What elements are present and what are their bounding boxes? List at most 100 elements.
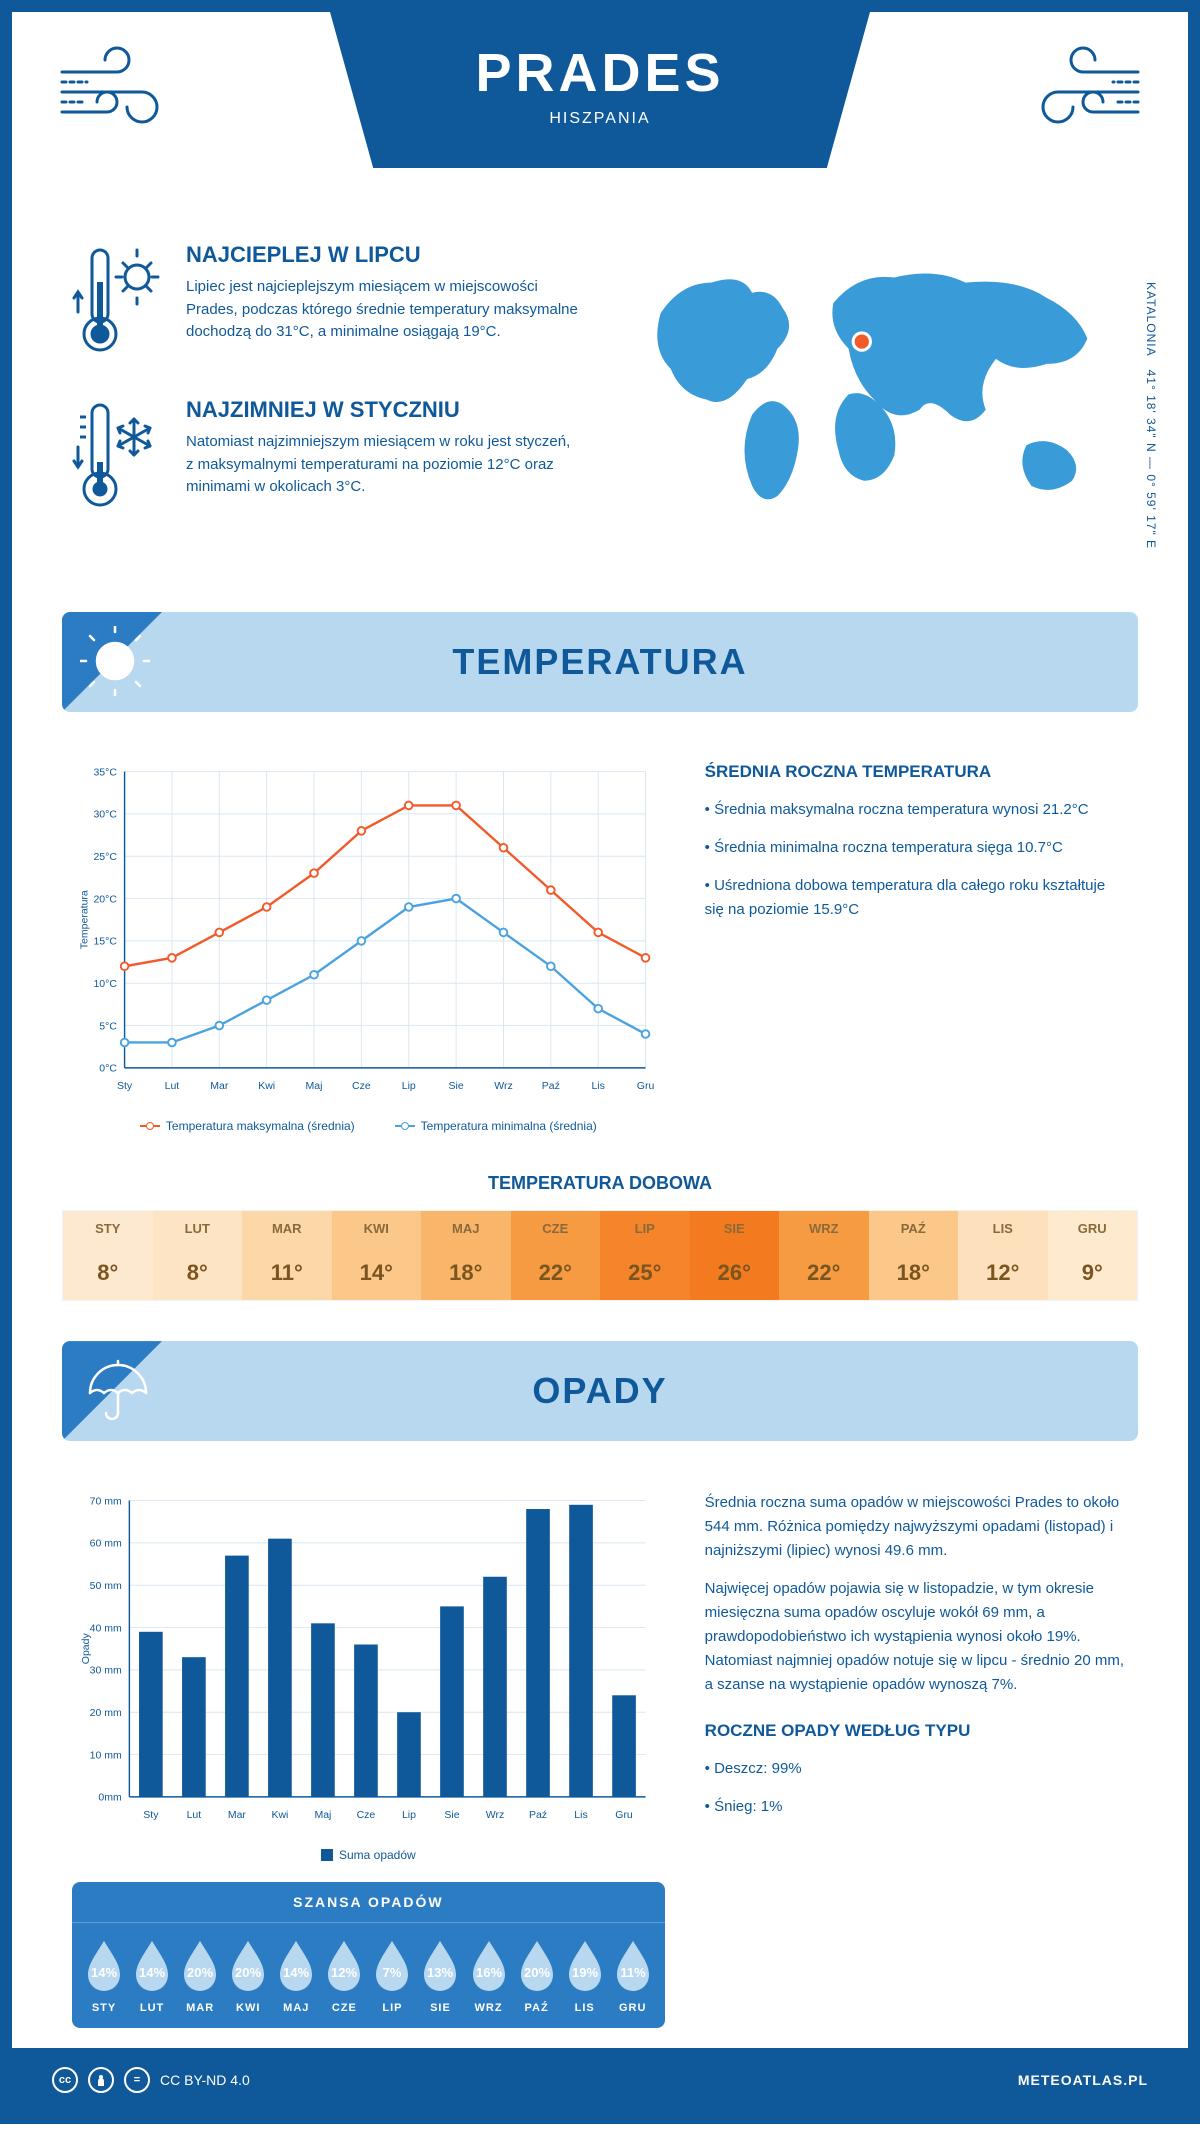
svg-text:25°C: 25°C <box>93 851 117 863</box>
avg-bullet: Średnia maksymalna roczna temperatura wy… <box>705 798 1128 822</box>
precip-paragraph: Najwięcej opadów pojawia się w listopadz… <box>705 1577 1128 1697</box>
chance-drop: 20%KWI <box>224 1937 272 2014</box>
svg-text:Wrz: Wrz <box>486 1809 504 1821</box>
svg-text:Lip: Lip <box>402 1080 416 1092</box>
avg-bullet: Uśredniona dobowa temperatura dla całego… <box>705 874 1128 922</box>
svg-text:Lip: Lip <box>402 1809 416 1821</box>
svg-text:Opady: Opady <box>80 1633 92 1665</box>
chance-drop: 14%MAJ <box>272 1937 320 2014</box>
facts-column: NAJCIEPLEJ W LIPCU Lipiec jest najcieple… <box>72 242 580 552</box>
svg-text:20 mm: 20 mm <box>90 1707 122 1719</box>
fact-hot-text: Lipiec jest najcieplejszym miesiącem w m… <box>186 276 580 344</box>
chance-drop: 20%MAR <box>176 1937 224 2014</box>
svg-text:20%: 20% <box>235 1965 261 1980</box>
svg-text:0°C: 0°C <box>99 1063 117 1075</box>
chance-drop: 14%STY <box>80 1937 128 2014</box>
thermometer-sun-icon <box>72 242 162 367</box>
page-subtitle: HISZPANIA <box>330 110 870 128</box>
temperature-body: 0°C5°C10°C15°C20°C25°C30°C35°CStyLutMarK… <box>12 732 1188 1153</box>
svg-text:Lis: Lis <box>574 1809 587 1821</box>
by-icon <box>88 2067 114 2093</box>
chance-drops: 14%STY14%LUT20%MAR20%KWI14%MAJ12%CZE7%LI… <box>72 1923 665 2014</box>
svg-text:11%: 11% <box>620 1965 646 1980</box>
svg-text:Temperatura: Temperatura <box>78 890 90 949</box>
svg-text:Mar: Mar <box>210 1080 229 1092</box>
temp-cell: PAŹ18° <box>869 1211 959 1300</box>
temp-cell: GRU9° <box>1048 1211 1138 1300</box>
intro-section: NAJCIEPLEJ W LIPCU Lipiec jest najcieple… <box>12 222 1188 592</box>
svg-text:14%: 14% <box>283 1965 309 1980</box>
header: PRADES HISZPANIA <box>12 12 1188 222</box>
svg-text:Kwi: Kwi <box>271 1809 288 1821</box>
nd-icon: = <box>124 2067 150 2093</box>
temp-cell: STY8° <box>63 1211 153 1300</box>
world-map <box>620 242 1128 531</box>
temperature-text: ŚREDNIA ROCZNA TEMPERATURA Średnia maksy… <box>705 762 1128 1133</box>
svg-text:Cze: Cze <box>352 1080 371 1092</box>
svg-text:Lis: Lis <box>591 1080 604 1092</box>
svg-text:10°C: 10°C <box>93 978 117 990</box>
fact-cold: NAJZIMNIEJ W STYCZNIU Natomiast najzimni… <box>72 397 580 522</box>
svg-text:Sie: Sie <box>449 1080 464 1092</box>
svg-text:Lut: Lut <box>165 1080 180 1092</box>
fact-hot: NAJCIEPLEJ W LIPCU Lipiec jest najcieple… <box>72 242 580 367</box>
temp-cell: CZE22° <box>511 1211 601 1300</box>
svg-text:Gru: Gru <box>615 1809 633 1821</box>
precipitation-title: OPADY <box>532 1370 667 1412</box>
daily-temp-table: STY8°LUT8°MAR11°KWI14°MAJ18°CZE22°LIP25°… <box>62 1210 1138 1301</box>
avg-bullet: Średnia minimalna roczna temperatura się… <box>705 836 1128 860</box>
svg-text:20%: 20% <box>524 1965 550 1980</box>
svg-text:70 mm: 70 mm <box>90 1496 122 1508</box>
license-block: cc = CC BY-ND 4.0 <box>52 2067 250 2093</box>
page-title: PRADES <box>330 42 870 104</box>
svg-text:Sie: Sie <box>444 1809 459 1821</box>
chance-drop: 20%PAŹ <box>513 1937 561 2014</box>
fact-cold-text: Natomiast najzimniejszym miesiącem w rok… <box>186 431 580 499</box>
avg-temp-title: ŚREDNIA ROCZNA TEMPERATURA <box>705 762 1128 782</box>
svg-text:20%: 20% <box>187 1965 213 1980</box>
avg-temp-bullets: Średnia maksymalna roczna temperatura wy… <box>705 798 1128 922</box>
svg-text:Sty: Sty <box>143 1809 159 1821</box>
temp-cell: LUT8° <box>153 1211 243 1300</box>
precip-type-list: Deszcz: 99%Śnieg: 1% <box>705 1757 1128 1819</box>
svg-text:Lut: Lut <box>187 1809 202 1821</box>
chance-drop: 14%LUT <box>128 1937 176 2014</box>
title-banner: PRADES HISZPANIA <box>330 12 870 168</box>
umbrella-icon <box>80 1355 150 1430</box>
svg-text:35°C: 35°C <box>93 766 117 778</box>
svg-text:40 mm: 40 mm <box>90 1623 122 1635</box>
svg-text:Paź: Paź <box>542 1080 560 1092</box>
svg-text:Sty: Sty <box>117 1080 133 1092</box>
svg-text:12%: 12% <box>331 1965 357 1980</box>
precip-paragraph: Średnia roczna suma opadów w miejscowośc… <box>705 1491 1128 1563</box>
temp-cell: MAJ18° <box>421 1211 511 1300</box>
wind-icon-right <box>1008 42 1148 147</box>
temp-legend: Temperatura maksymalna (średnia) Tempera… <box>72 1119 665 1133</box>
svg-text:16%: 16% <box>476 1965 502 1980</box>
precipitation-text: Średnia roczna suma opadów w miejscowośc… <box>705 1491 1128 2028</box>
precipitation-chance-box: SZANSA OPADÓW 14%STY14%LUT20%MAR20%KWI14… <box>72 1882 665 2028</box>
temperature-title: TEMPERATURA <box>452 641 747 683</box>
svg-text:Gru: Gru <box>637 1080 655 1092</box>
page: PRADES HISZPANIA <box>0 0 1200 2124</box>
chance-title: SZANSA OPADÓW <box>72 1882 665 1923</box>
svg-text:10 mm: 10 mm <box>90 1750 122 1762</box>
svg-text:60 mm: 60 mm <box>90 1538 122 1550</box>
svg-text:Mar: Mar <box>228 1809 247 1821</box>
svg-text:20°C: 20°C <box>93 893 117 905</box>
footer: cc = CC BY-ND 4.0 METEOATLAS.PL <box>12 2048 1188 2112</box>
chance-drop: 13%SIE <box>416 1937 464 2014</box>
precipitation-header: OPADY <box>62 1341 1138 1441</box>
svg-text:7%: 7% <box>383 1965 402 1980</box>
temp-cell: MAR11° <box>242 1211 332 1300</box>
temp-cell: WRZ22° <box>779 1211 869 1300</box>
svg-text:30 mm: 30 mm <box>90 1665 122 1677</box>
map-column: KATALONIA 41° 18' 34" N — 0° 59' 17" E <box>620 242 1128 552</box>
coordinates: KATALONIA 41° 18' 34" N — 0° 59' 17" E <box>1144 282 1158 549</box>
svg-text:Maj: Maj <box>314 1809 331 1821</box>
precip-type-item: Śnieg: 1% <box>705 1795 1128 1819</box>
svg-text:5°C: 5°C <box>99 1020 117 1032</box>
svg-text:14%: 14% <box>139 1965 165 1980</box>
daily-temp-title: TEMPERATURA DOBOWA <box>12 1173 1188 1194</box>
svg-text:15°C: 15°C <box>93 936 117 948</box>
